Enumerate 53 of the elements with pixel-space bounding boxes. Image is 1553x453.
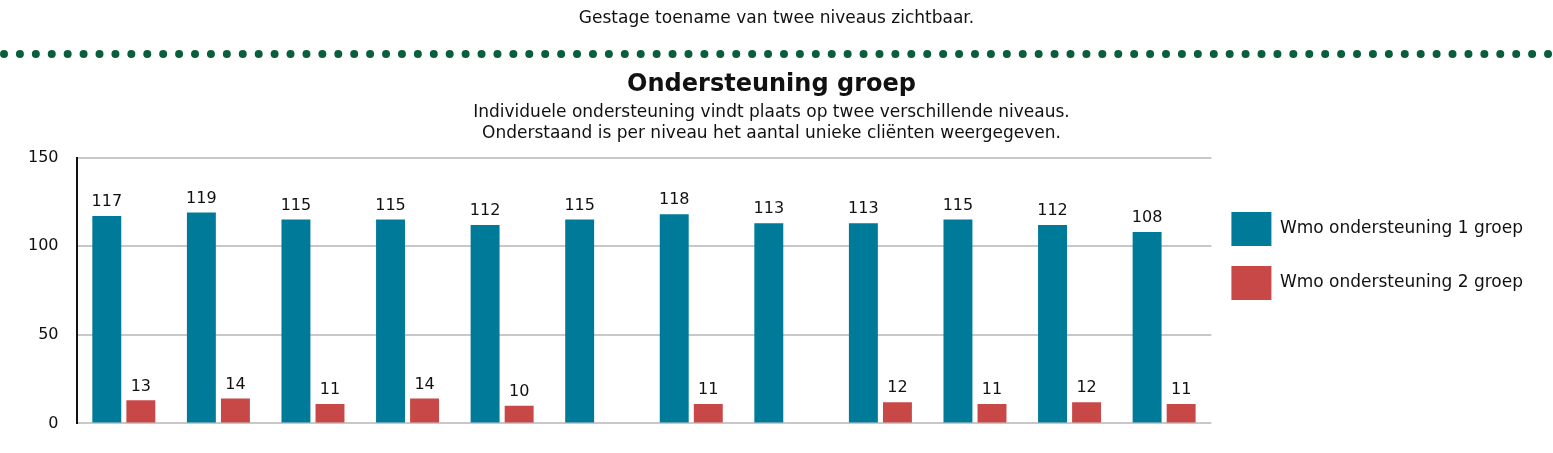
- chart-subtitle: Individuele ondersteuning vindt plaats op twee verschillende niveaus. Onderstaand is per niveau het aantal unieke cliënten weergegeven.: [473, 101, 1070, 142]
- y-tick-label: 150: [27, 146, 59, 166]
- legend-label: Wmo ondersteuning 2 groep: [1279, 271, 1524, 292]
- bar: [1038, 224, 1067, 423]
- data-label: 12: [1076, 377, 1097, 397]
- bar: [281, 219, 311, 423]
- bar: [410, 398, 440, 423]
- data-label: 14: [225, 373, 246, 393]
- data-label: 115: [375, 194, 406, 214]
- bar: [1132, 232, 1162, 423]
- bar: [565, 219, 595, 423]
- data-label: 118: [658, 189, 690, 209]
- data-label: 119: [186, 187, 217, 207]
- data-label: 115: [564, 194, 595, 214]
- chart-title: Ondersteuning groep: [627, 68, 916, 97]
- bar: [126, 400, 156, 423]
- data-label: 115: [280, 194, 312, 214]
- bar: [977, 403, 1007, 423]
- legend-label: Wmo ondersteuning 1 groep: [1279, 217, 1524, 238]
- bar: [693, 403, 723, 423]
- bar: [882, 402, 912, 423]
- data-label: 11: [319, 379, 341, 399]
- data-label: 11: [981, 379, 1003, 399]
- bar: [186, 212, 216, 423]
- data-label: 115: [942, 194, 974, 214]
- bar: [1072, 402, 1102, 423]
- data-label: 108: [1131, 207, 1163, 227]
- bar: [754, 223, 784, 423]
- data-label: 112: [469, 200, 501, 220]
- data-label: 112: [1037, 200, 1068, 220]
- text: Gestage toename van twee niveaus zichtbaar.: [577, 6, 976, 29]
- data-label: 117: [91, 191, 123, 211]
- bar: [92, 216, 122, 423]
- bar: [470, 224, 500, 423]
- data-label: 10: [508, 380, 530, 400]
- y-tick-label: 0: [48, 412, 59, 432]
- bar: [315, 403, 345, 423]
- data-label: 13: [130, 375, 152, 395]
- bar: [659, 214, 689, 423]
- data-label: 113: [753, 198, 785, 218]
- bar: [848, 223, 878, 423]
- data-label: 12: [887, 377, 908, 397]
- data-label: 11: [1170, 379, 1192, 399]
- y-tick-label: 50: [38, 323, 59, 343]
- data-label: 11: [698, 379, 719, 399]
- bar: [220, 398, 250, 423]
- bar: [1166, 403, 1196, 423]
- bar: [504, 405, 534, 423]
- y-tick-label: 100: [27, 235, 59, 255]
- data-label: 113: [848, 198, 879, 218]
- data-label: 14: [414, 373, 435, 393]
- bar: [376, 219, 405, 423]
- bar: [943, 219, 973, 423]
